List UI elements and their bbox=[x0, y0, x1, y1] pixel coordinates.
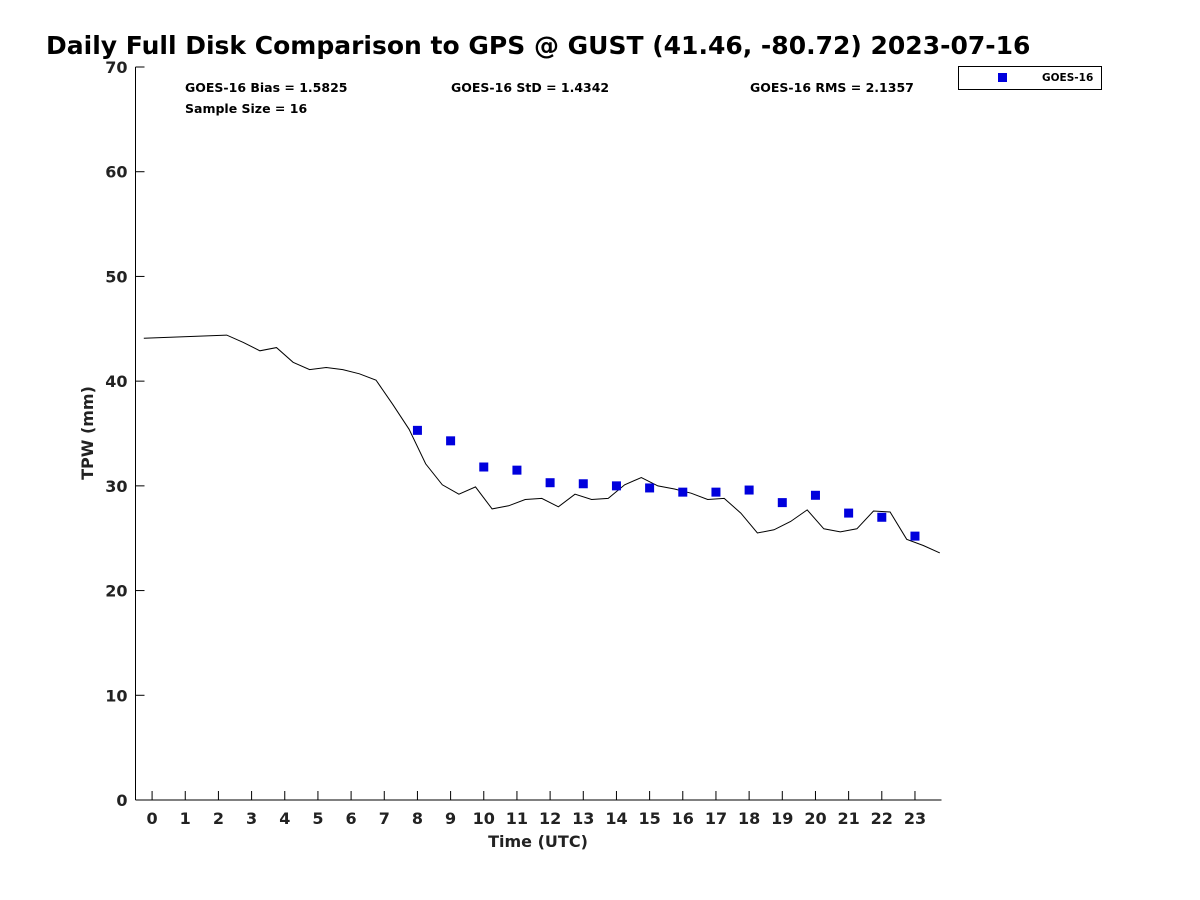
x-axis-label: Time (UTC) bbox=[488, 832, 588, 851]
stat-sample-size: Sample Size = 16 bbox=[185, 101, 307, 116]
x-tick-label: 7 bbox=[379, 809, 390, 828]
gps-line-series bbox=[143, 334, 941, 554]
goes16-point bbox=[678, 487, 688, 497]
goes16-point bbox=[512, 465, 522, 475]
x-tick-label: 5 bbox=[312, 809, 323, 828]
x-tick-label: 21 bbox=[837, 809, 859, 828]
x-tick-label: 22 bbox=[871, 809, 893, 828]
goes16-point bbox=[446, 436, 456, 446]
goes16-point bbox=[479, 462, 489, 472]
y-tick-label: 10 bbox=[105, 686, 127, 705]
chart-title: Daily Full Disk Comparison to GPS @ GUST… bbox=[46, 31, 1030, 60]
x-tick-label: 18 bbox=[738, 809, 760, 828]
stat-rms: GOES-16 RMS = 2.1357 bbox=[750, 80, 914, 95]
goes16-point bbox=[744, 485, 754, 495]
x-tick-label: 1 bbox=[180, 809, 191, 828]
goes16-point bbox=[611, 481, 621, 491]
stat-bias: GOES-16 Bias = 1.5825 bbox=[185, 80, 347, 95]
stat-std: GOES-16 StD = 1.4342 bbox=[451, 80, 609, 95]
y-tick-label: 70 bbox=[105, 58, 127, 77]
goes16-point bbox=[877, 512, 887, 522]
y-axis-ticks: 0 10 20 30 40 50 60 70 bbox=[105, 58, 145, 810]
goes16-point bbox=[711, 487, 721, 497]
x-tick-label: 3 bbox=[246, 809, 257, 828]
x-tick-label: 15 bbox=[638, 809, 660, 828]
goes16-point bbox=[545, 478, 555, 488]
x-tick-label: 8 bbox=[412, 809, 423, 828]
y-tick-label: 40 bbox=[105, 372, 127, 391]
x-tick-label: 13 bbox=[572, 809, 594, 828]
x-tick-label: 10 bbox=[473, 809, 495, 828]
gps-line bbox=[143, 334, 941, 554]
goes16-point bbox=[645, 483, 655, 493]
y-tick-label: 20 bbox=[105, 582, 127, 601]
goes16-point bbox=[578, 479, 588, 489]
goes16-point bbox=[412, 425, 422, 435]
x-tick-label: 4 bbox=[279, 809, 290, 828]
goes16-point bbox=[810, 490, 820, 500]
x-axis-ticks: 0 1 2 3 4 5 6 7 8 9 10 11 12 13 14 15 16 17 18 19 20 21 22 23 bbox=[147, 791, 926, 828]
axes bbox=[135, 67, 942, 801]
legend: GOES-16 bbox=[958, 66, 1102, 90]
x-tick-label: 0 bbox=[147, 809, 158, 828]
x-tick-label: 9 bbox=[445, 809, 456, 828]
x-tick-label: 20 bbox=[804, 809, 826, 828]
x-tick-label: 17 bbox=[705, 809, 727, 828]
y-axis-label: TPW (mm) bbox=[78, 386, 97, 480]
y-tick-label: 60 bbox=[105, 163, 127, 182]
y-tick-label: 0 bbox=[116, 791, 127, 810]
x-tick-label: 12 bbox=[539, 809, 561, 828]
legend-marker bbox=[998, 73, 1007, 82]
x-tick-label: 6 bbox=[346, 809, 357, 828]
x-tick-label: 16 bbox=[672, 809, 694, 828]
goes16-point bbox=[777, 498, 787, 508]
y-tick-label: 50 bbox=[105, 267, 127, 286]
legend-label: GOES-16 bbox=[1042, 72, 1093, 84]
legend-box bbox=[958, 66, 1102, 90]
x-tick-label: 23 bbox=[904, 809, 926, 828]
x-tick-label: 11 bbox=[506, 809, 528, 828]
y-tick-label: 30 bbox=[105, 477, 127, 496]
x-tick-label: 14 bbox=[605, 809, 627, 828]
x-tick-label: 19 bbox=[771, 809, 793, 828]
x-tick-label: 2 bbox=[213, 809, 224, 828]
goes16-scatter-series bbox=[412, 425, 920, 541]
goes16-point bbox=[844, 508, 854, 518]
goes16-point bbox=[910, 531, 920, 541]
